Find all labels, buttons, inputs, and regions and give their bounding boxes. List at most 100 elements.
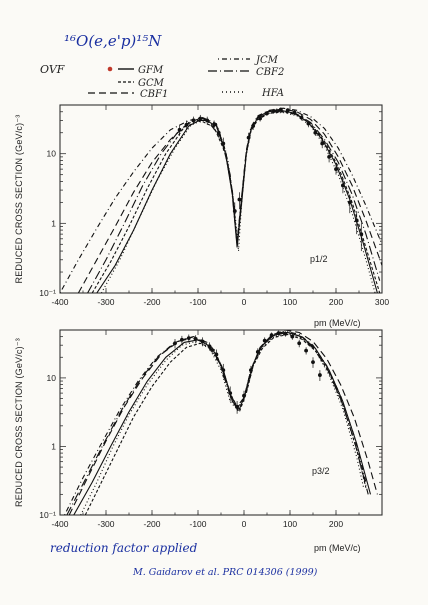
ovf-data-point — [216, 130, 221, 135]
x-tick-label: 0 — [242, 519, 247, 529]
x-tick-label: 0 — [242, 297, 247, 307]
panel-p3-2: -400 -300 -200 -100 0 100 200 10⁻¹ 1 10 REDUCED CR… — [14, 329, 383, 553]
y-tick-label: 1 — [51, 218, 56, 228]
series-gfm-line — [73, 331, 372, 515]
series-gfm-line — [96, 109, 378, 293]
ovf-data-point — [320, 141, 325, 146]
ovf-data-point — [193, 337, 198, 341]
y-tick-label: 10 — [47, 149, 57, 159]
ovf-data-point — [269, 333, 274, 338]
ovf-data-point — [304, 348, 308, 353]
x-tick-label: -300 — [97, 519, 114, 529]
legend: OVF GFM GCM CBF1 JCM CBF2 HFA — [40, 55, 284, 100]
ovf-data-point — [249, 368, 253, 373]
ovf-data-point — [186, 336, 191, 341]
curves-group — [60, 107, 382, 293]
x-axis-label: pm (MeV/c) — [314, 318, 361, 328]
ovf-data-point — [347, 200, 352, 205]
ovf-data-point — [313, 130, 318, 135]
x-tick-label: 200 — [329, 519, 343, 529]
ovf-data-point — [311, 360, 315, 365]
ovf-data-point — [265, 111, 269, 116]
ovf-data-point — [318, 373, 322, 377]
ovf-data-point — [177, 127, 182, 132]
ovf-data-point — [221, 141, 226, 146]
ovf-data-point — [334, 167, 338, 172]
ovf-data-point — [246, 135, 251, 140]
legend-label-hfa: HFA — [261, 88, 284, 99]
x-tick-label: 100 — [283, 519, 297, 529]
ovf-data-point — [232, 209, 237, 213]
ovf-data-point — [200, 339, 205, 344]
x-tick-label: -100 — [189, 297, 206, 307]
ovf-data-point — [290, 334, 295, 339]
panel-label: p1/2 — [310, 254, 328, 264]
x-tick-label: -400 — [51, 297, 68, 307]
x-tick-label: -100 — [189, 519, 206, 529]
ovf-data-point — [299, 115, 304, 120]
legend-label-gcm: GCM — [138, 78, 165, 89]
ovf-data-point — [278, 107, 283, 112]
ovf-data-point — [191, 118, 196, 123]
series-gcm-line — [91, 111, 381, 293]
ovf-data-point — [180, 337, 184, 342]
x-tick-label: 100 — [283, 297, 297, 307]
curves-group — [64, 330, 378, 515]
ovf-data-point — [221, 368, 226, 373]
ovf-data-point — [184, 122, 189, 127]
legend-label-cbf1: CBF1 — [140, 89, 168, 100]
y-tick-label: 10⁻¹ — [39, 288, 56, 298]
series-hfa-line — [80, 333, 365, 515]
plot-frame — [59, 329, 383, 516]
panel-label: p3/2 — [312, 466, 330, 476]
ovf-data-point — [283, 331, 288, 336]
legend-label-cbf2: CBF2 — [256, 67, 284, 78]
ovf-data-point — [198, 116, 203, 121]
legend-label-ovf: OVF — [40, 63, 65, 76]
ovf-data-point — [207, 344, 212, 349]
ovf-data-point — [237, 197, 242, 202]
ovf-data-point — [262, 338, 267, 343]
ovf-data-point — [359, 232, 364, 237]
ovf-data-point — [228, 391, 233, 396]
ovf-data-point — [235, 404, 240, 409]
ovf-data-point — [276, 331, 281, 336]
panel-p1-2: -400 -300 -200 -100 0 100 200 300 10⁻¹ 1 10 REDUCED… — [14, 104, 389, 328]
legend-label-gfm: GFM — [138, 65, 164, 76]
x-tick-label: 200 — [329, 297, 343, 307]
ovf-data-point — [242, 393, 246, 398]
ovf-data-point — [214, 352, 219, 357]
ovf-data-point — [205, 118, 210, 123]
ovf-data-point — [285, 108, 290, 113]
citation: M. Gaidarov et al. PRC 014306 (1999) — [132, 567, 318, 578]
x-tick-label: -300 — [97, 297, 114, 307]
ovf-data-point — [354, 218, 359, 223]
ovf-data-point — [327, 154, 331, 159]
y-tick-label: 10 — [47, 373, 57, 383]
ovf-data-point — [212, 122, 217, 127]
y-tick-label: 10⁻¹ — [39, 510, 56, 520]
ovf-data-point — [258, 116, 262, 121]
y-axis-label: REDUCED CROSS SECTION (GeV/c)⁻³ — [14, 115, 24, 284]
series-cbf2-line — [87, 110, 381, 293]
x-tick-label: -200 — [143, 519, 160, 529]
ovf-data-point — [341, 183, 345, 188]
ovf-data-point — [292, 110, 297, 115]
y-axis-label: REDUCED CROSS SECTION (GeV/c)⁻³ — [14, 338, 24, 507]
x-tick-label: -400 — [51, 519, 68, 529]
x-axis-label: pm (MeV/c) — [314, 543, 361, 553]
ovf-data-point — [255, 349, 260, 354]
ovf-data-point — [306, 121, 311, 126]
legend-label-jcm: JCM — [254, 55, 279, 66]
ovf-data-point — [251, 124, 256, 128]
ovf-data-point — [173, 341, 177, 346]
x-tick-label: 300 — [375, 297, 389, 307]
footer-note: reduction factor applied — [50, 541, 198, 555]
series-cbf1-line — [68, 330, 378, 515]
y-tick-label: 1 — [51, 441, 56, 451]
legend-point-ovf — [107, 66, 113, 72]
ovf-data-point — [272, 109, 276, 113]
series-hfa-line — [100, 111, 376, 293]
